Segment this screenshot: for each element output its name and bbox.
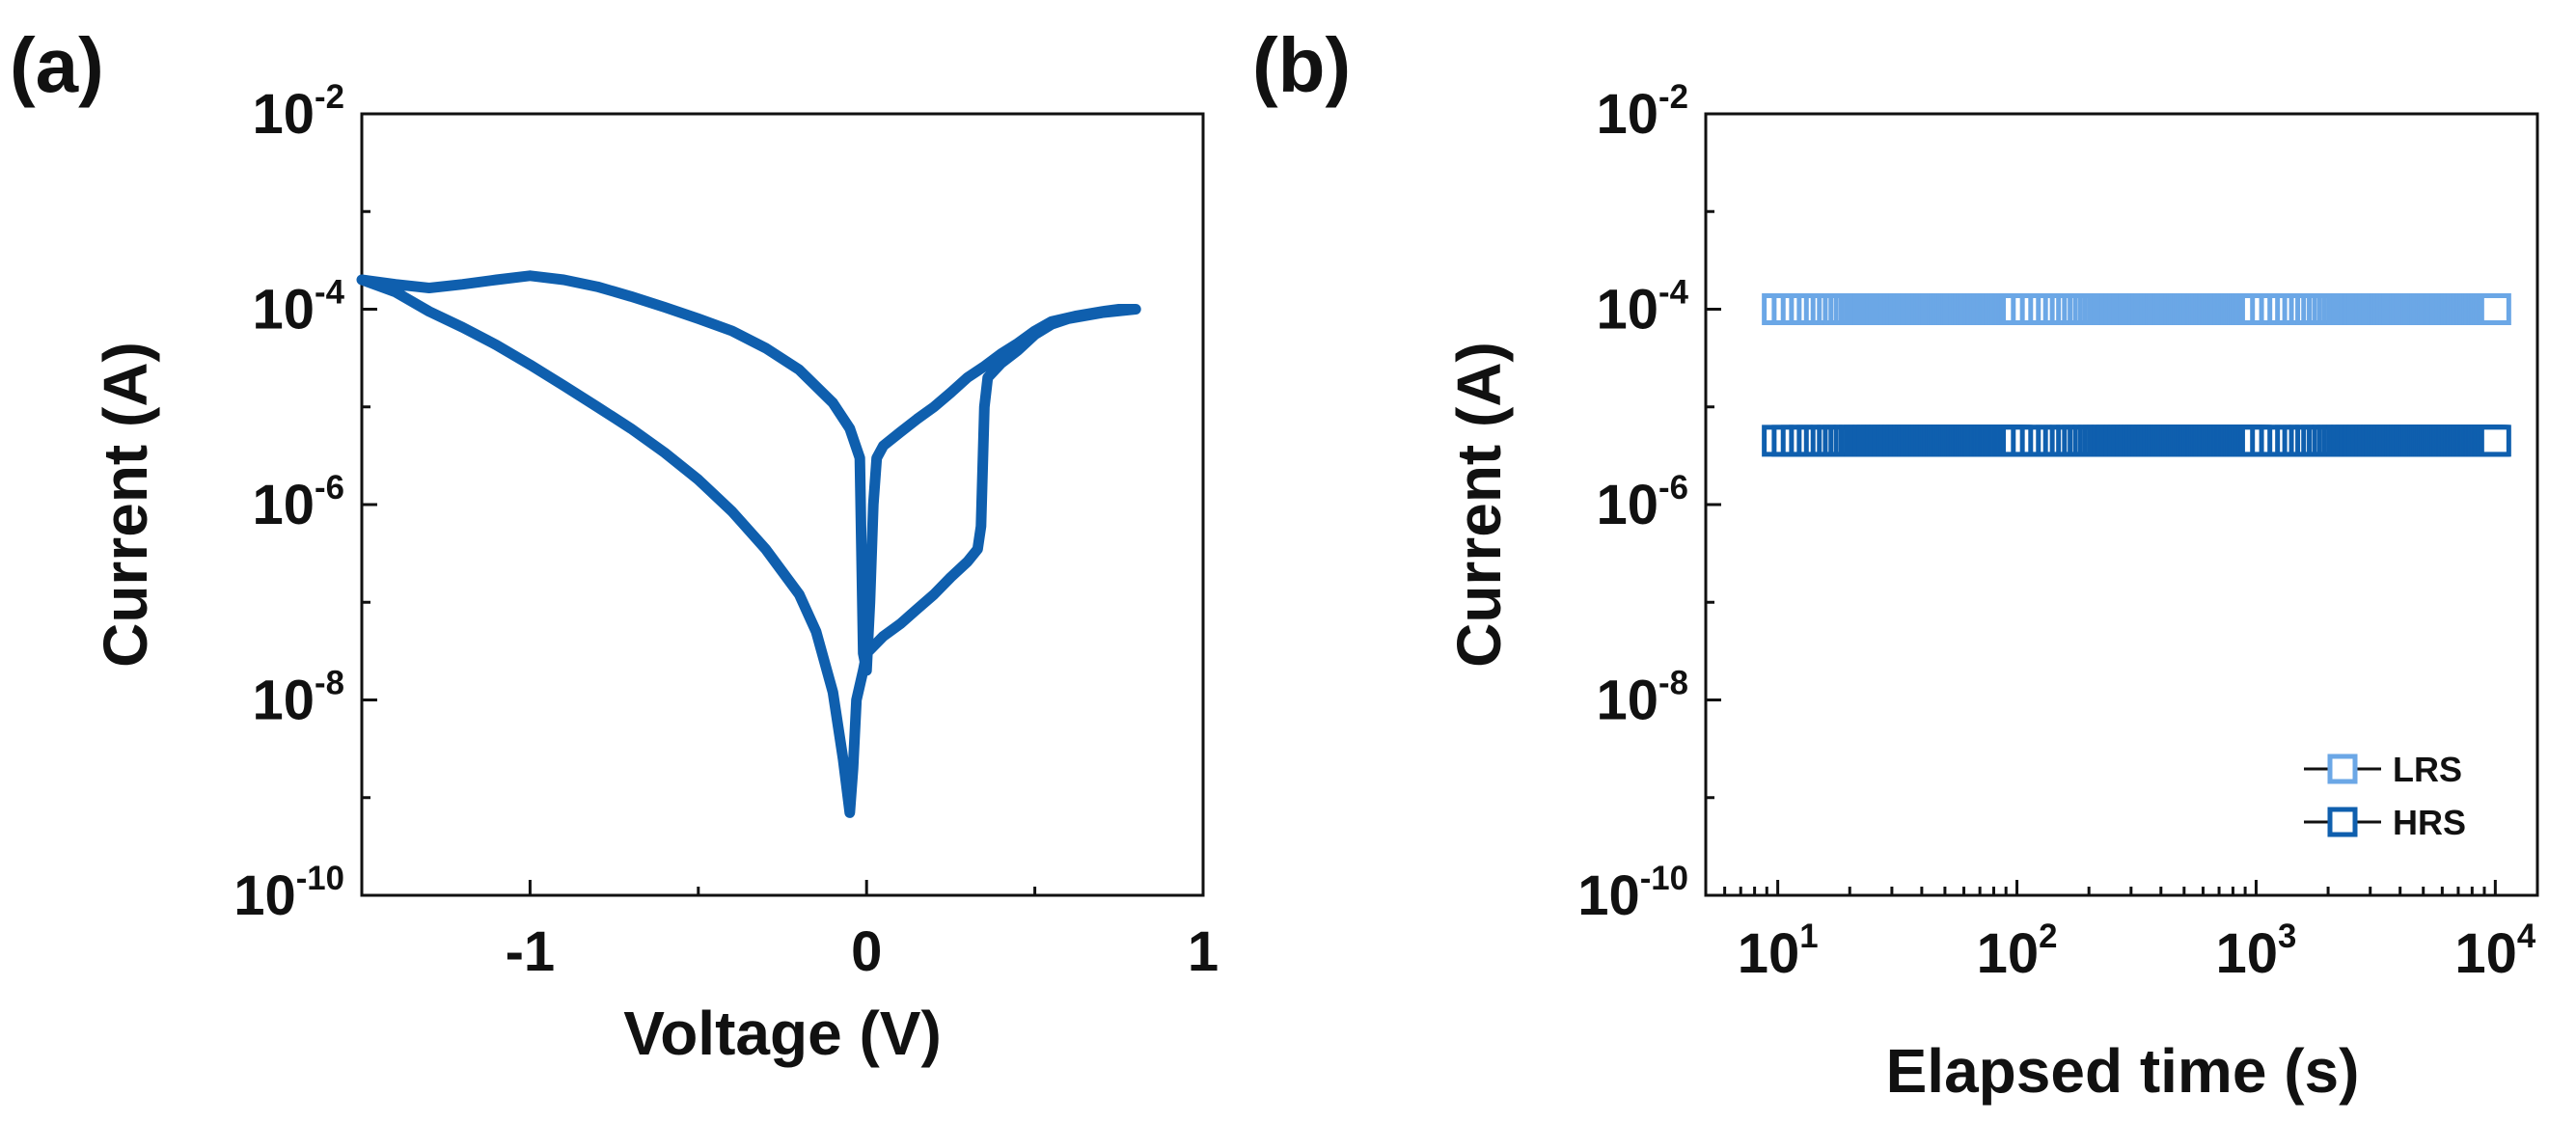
panel-a-y-axis-title: Current (A) bbox=[91, 342, 160, 668]
panel-a-x-tick-label: 0 bbox=[851, 920, 882, 983]
panel-a-label: (a) bbox=[10, 22, 104, 108]
panel-b-x-tick-label: 101 bbox=[1738, 918, 1819, 985]
panel-b-x-axis: 101 102 103 104 bbox=[1704, 880, 2536, 985]
panel-a-y-tick-label: 10-8 bbox=[253, 664, 344, 731]
legend-hrs-label: HRS bbox=[2393, 803, 2466, 842]
panel-b-y-axis-title: Current (A) bbox=[1444, 342, 1514, 668]
legend-hrs-marker bbox=[2327, 807, 2358, 837]
panel-a-x-axis-title: Voltage (V) bbox=[623, 999, 942, 1068]
series-lrs-marker bbox=[2479, 293, 2511, 325]
panel-a-x-axis: -1 0 1 bbox=[360, 880, 1219, 983]
panel-a-iv-curve bbox=[356, 270, 1141, 818]
panel-a-x-tick-label: 1 bbox=[1188, 920, 1219, 983]
panel-b-label: (b) bbox=[1252, 22, 1351, 108]
panel-b-y-tick-label: 10-10 bbox=[1577, 860, 1688, 927]
panel-b-x-axis-title: Elapsed time (s) bbox=[1886, 1036, 2360, 1106]
panel-a-y-tick-label: 10-10 bbox=[233, 860, 344, 927]
panel-b-y-tick-label: 10-4 bbox=[1597, 273, 1689, 341]
legend-lrs-marker bbox=[2327, 753, 2358, 784]
panel-b-y-tick-label: 10-2 bbox=[1597, 78, 1688, 146]
panel-a-y-tick-label: 10-6 bbox=[253, 469, 344, 536]
panel-a-x-tick-label: -1 bbox=[506, 920, 556, 983]
panel-a-y-tick-label: 10-2 bbox=[253, 78, 344, 146]
panel-b-x-tick-label: 102 bbox=[1977, 918, 2058, 985]
panel-b-legend: LRS HRS bbox=[2304, 750, 2466, 842]
panel-a-y-tick-label: 10-4 bbox=[253, 273, 345, 341]
panel-a-plot-frame bbox=[360, 112, 1205, 897]
panel-b-series bbox=[1762, 293, 2511, 457]
panel-b-x-tick-label: 104 bbox=[2454, 918, 2536, 985]
panel-b-y-tick-label: 10-8 bbox=[1597, 664, 1688, 731]
panel-b-x-tick-label: 103 bbox=[2216, 918, 2297, 985]
panel-a: (a) 10-10 10-8 10-6 10-4 10-2 -1 0 1 Voltage (… bbox=[10, 22, 1219, 1068]
panel-a-y-axis: 10-10 10-8 10-6 10-4 10-2 bbox=[233, 78, 377, 927]
panel-b-y-axis: 10-10 10-8 10-6 10-4 10-2 bbox=[1577, 78, 1721, 927]
panel-b-y-tick-label: 10-6 bbox=[1597, 469, 1688, 536]
panel-b: (b) 10-10 10-8 10-6 10-4 10-2 101 102 103 104 E… bbox=[1252, 22, 2539, 1106]
series-hrs-marker bbox=[2479, 425, 2511, 457]
legend-lrs-label: LRS bbox=[2393, 750, 2462, 789]
